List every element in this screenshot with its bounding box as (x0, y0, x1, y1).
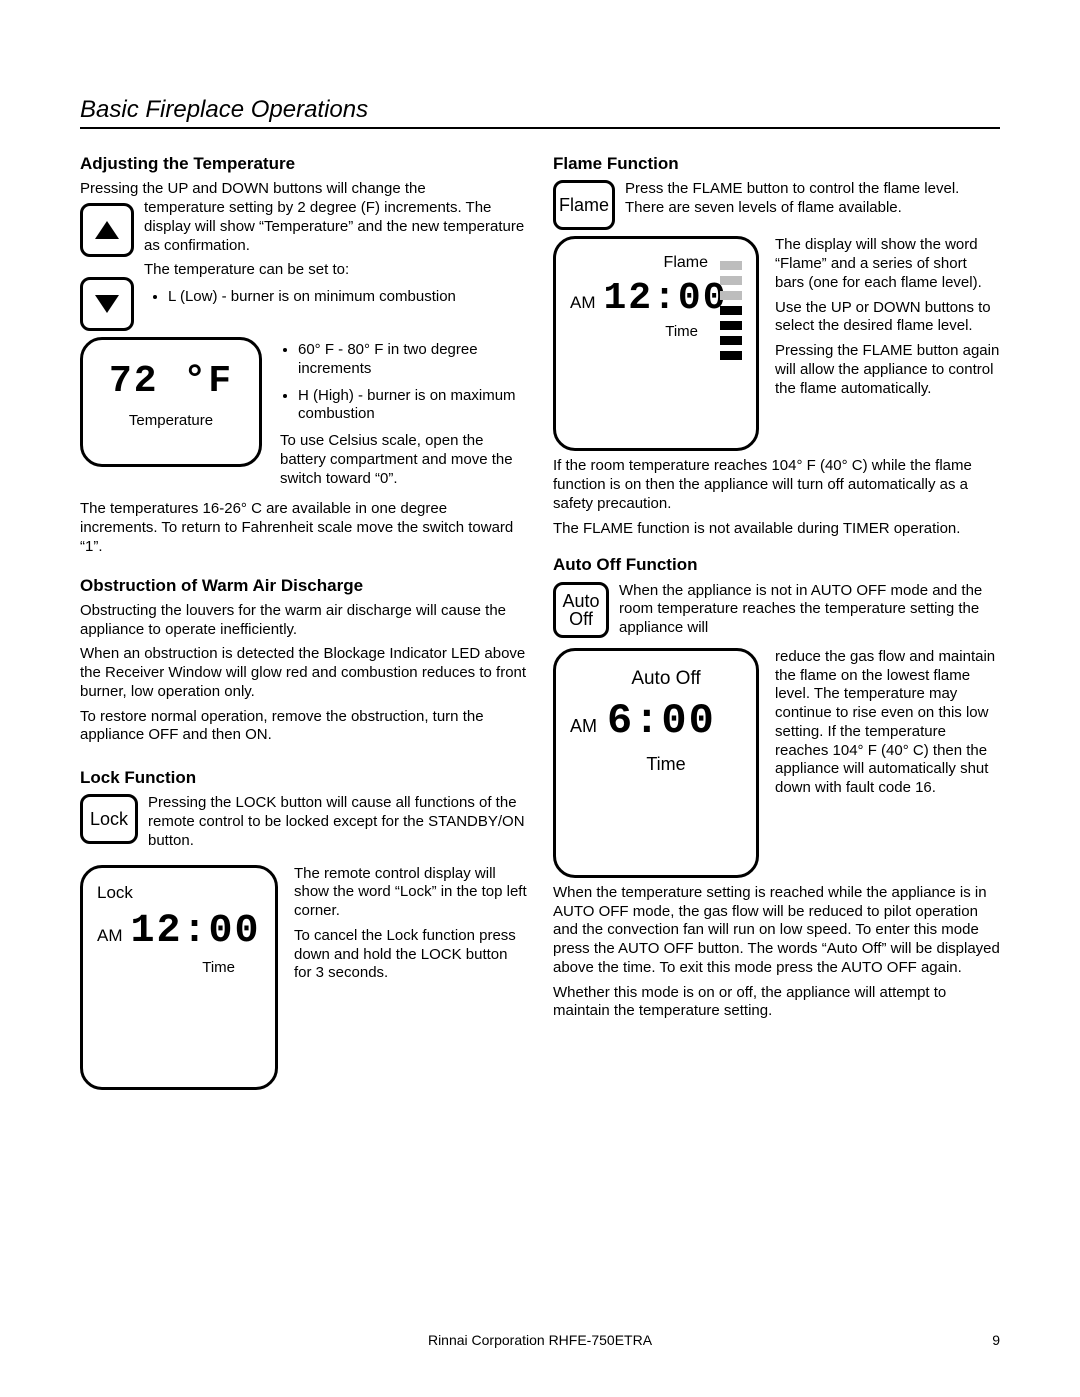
heading-adjusting: Adjusting the Temperature (80, 153, 527, 174)
flame-bar (720, 306, 742, 315)
flame-lcd-caption: Time (570, 323, 742, 342)
down-button[interactable] (80, 277, 134, 331)
auto-lcd-top: Auto Off (570, 667, 742, 691)
footer-page: 9 (992, 1332, 1000, 1350)
adjusting-p3: The temperatures 16-26° C are available … (80, 500, 527, 556)
temperature-lcd: 72 °F Temperature (80, 337, 262, 467)
lock-button[interactable]: Lock (80, 794, 138, 844)
lock-lcd-time: 12:00 (131, 907, 261, 957)
flame-p2: The display will show the word “Flame” a… (775, 236, 1000, 292)
flame-label: Flame (570, 253, 742, 273)
lock-lcd-topleft: Lock (97, 882, 261, 903)
auto-row2: Auto Off AM 6:00 Time reduce the gas flo… (553, 648, 1000, 878)
auto-label-2: Off (569, 610, 593, 628)
auto-lcd-caption: Time (570, 753, 742, 776)
lock-lcd-am: AM (97, 925, 123, 946)
flame-bar (720, 336, 742, 345)
adjusting-p1: Pressing the UP and DOWN buttons will ch… (80, 180, 527, 199)
auto-lcd-am: AM (570, 715, 597, 738)
heading-obstruction: Obstruction of Warm Air Discharge (80, 575, 527, 596)
flame-button[interactable]: Flame (553, 180, 615, 230)
auto-lcd: Auto Off AM 6:00 Time (553, 648, 759, 878)
arrow-down-icon (95, 295, 119, 313)
flame-button-label: Flame (559, 196, 609, 214)
bullet-l: L (Low) - burner is on minimum combustio… (168, 288, 527, 307)
flame-p5: If the room temperature reaches 104° F (… (553, 457, 1000, 513)
flame-p4: Pressing the FLAME button again will all… (775, 342, 1000, 398)
flame-bar (720, 351, 742, 360)
adjusting-row2: 72 °F Temperature 60° F - 80° F in two d… (80, 333, 527, 494)
auto-p3: When the temperature setting is reached … (553, 884, 1000, 978)
flame-bar (720, 276, 742, 285)
flame-p6: The FLAME function is not available duri… (553, 520, 1000, 539)
flame-intro-row: Flame Press the FLAME button to control … (553, 180, 1000, 230)
auto-p1: When the appliance is not in AUTO OFF mo… (553, 582, 1000, 638)
lock-p1: Pressing the LOCK button will cause all … (80, 794, 527, 850)
heading-auto: Auto Off Function (553, 554, 1000, 575)
left-column: Adjusting the Temperature Pressing the U… (80, 143, 527, 1090)
temperature-caption: Temperature (93, 412, 249, 431)
flame-p1: Press the FLAME button to control the fl… (553, 180, 1000, 218)
temperature-value: 72 °F (93, 358, 249, 406)
flame-bar (720, 321, 742, 330)
lock-row2: Lock AM 12:00 Time The remote control di… (80, 865, 527, 1090)
page-title: Basic Fireplace Operations (80, 95, 368, 127)
auto-lcd-time: 6:00 (607, 695, 716, 748)
footer: Rinnai Corporation RHFE-750ETRA 9 (80, 1332, 1000, 1350)
flame-lcd-time: 12:00 (604, 275, 728, 323)
page: Basic Fireplace Operations Adjusting the… (0, 0, 1080, 1397)
lock-p2: The remote control display will show the… (294, 865, 527, 921)
auto-p4: Whether this mode is on or off, the appl… (553, 984, 1000, 1022)
flame-lcd: Flame AM 12:00 Time (553, 236, 759, 451)
obstruction-p3: To restore normal operation, remove the … (80, 708, 527, 746)
flame-bar (720, 261, 742, 270)
obstruction-p2: When an obstruction is detected the Bloc… (80, 645, 527, 701)
footer-center: Rinnai Corporation RHFE-750ETRA (80, 1332, 1000, 1350)
lock-lcd: Lock AM 12:00 Time (80, 865, 278, 1090)
auto-label-1: Auto (562, 592, 599, 610)
lock-intro-row: Lock Pressing the LOCK button will cause… (80, 794, 527, 856)
flame-bars (720, 261, 742, 360)
auto-intro-row: Auto Off When the appliance is not in AU… (553, 582, 1000, 644)
flame-row2: Flame AM 12:00 Time The display will sho… (553, 236, 1000, 451)
bullet-range: 60° F - 80° F in two degree increments (298, 341, 527, 379)
auto-off-button[interactable]: Auto Off (553, 582, 609, 638)
adjusting-p1b: temperature setting by 2 degree (F) incr… (144, 199, 527, 255)
flame-p3: Use the UP or DOWN buttons to select the… (775, 299, 1000, 337)
heading-lock: Lock Function (80, 767, 527, 788)
flame-lcd-am: AM (570, 292, 596, 313)
auto-p2: reduce the gas flow and maintain the fla… (775, 648, 1000, 798)
bullet-h: H (High) - burner is on maximum combusti… (298, 387, 527, 425)
arrow-up-icon (95, 221, 119, 239)
columns: Adjusting the Temperature Pressing the U… (80, 143, 1000, 1090)
adjusting-row1: temperature setting by 2 degree (F) incr… (80, 199, 527, 331)
right-column: Flame Function Flame Press the FLAME but… (553, 143, 1000, 1090)
title-row: Basic Fireplace Operations (80, 95, 1000, 129)
lock-button-label: Lock (90, 810, 128, 828)
lock-lcd-caption: Time (97, 959, 261, 978)
flame-bar (720, 291, 742, 300)
up-button[interactable] (80, 203, 134, 257)
adjusting-p2: The temperature can be set to: (144, 261, 527, 280)
celsius-note: To use Celsius scale, open the battery c… (280, 432, 527, 488)
heading-flame: Flame Function (553, 153, 1000, 174)
obstruction-p1: Obstructing the louvers for the warm air… (80, 602, 527, 640)
lock-p3: To cancel the Lock function press down a… (294, 927, 527, 983)
